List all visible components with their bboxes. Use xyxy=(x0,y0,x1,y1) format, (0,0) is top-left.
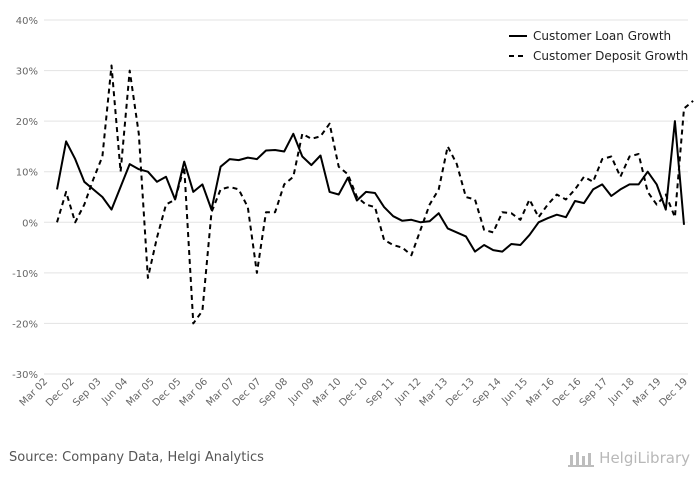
x-tick-label: Dec 13 xyxy=(444,376,477,409)
x-tick-label: Dec 05 xyxy=(151,376,184,409)
x-tick-label: Dec 10 xyxy=(337,376,370,409)
y-tick-label: -20% xyxy=(12,319,38,330)
y-tick-label: 20% xyxy=(16,117,38,128)
y-tick-label: 30% xyxy=(16,67,38,78)
legend-label-deposit: Customer Deposit Growth xyxy=(533,49,688,63)
x-tick-label: Dec 02 xyxy=(44,376,77,409)
y-tick-label: -30% xyxy=(12,370,38,381)
y-tick-label: 10% xyxy=(16,168,38,179)
y-axis: 40% 30% 20% 10% 0% -10% -20% -30% xyxy=(12,16,38,381)
x-tick-label: Mar 06 xyxy=(178,376,210,408)
legend: Customer Loan Growth Customer Deposit Gr… xyxy=(509,29,688,63)
x-tick-label: Dec 19 xyxy=(657,376,690,409)
y-tick-label: -10% xyxy=(12,269,38,280)
source-note: Source: Company Data, Helgi Analytics xyxy=(9,450,264,465)
series-line-loan-growth xyxy=(56,120,685,253)
x-tick-label: Sep 14 xyxy=(471,376,503,408)
library-building-icon xyxy=(568,452,595,467)
x-tick-label: Dec 07 xyxy=(231,376,264,409)
grid xyxy=(44,19,688,375)
helgi-library-logo: HelgiLibrary xyxy=(567,448,690,468)
y-tick-label: 40% xyxy=(16,16,38,27)
x-tick-label: Sep 11 xyxy=(364,376,396,408)
y-tick-label: 0% xyxy=(22,218,38,229)
x-tick-label: Sep 03 xyxy=(71,376,103,408)
logo-text: HelgiLibrary xyxy=(599,449,690,467)
series-lines xyxy=(56,64,694,325)
x-tick-label: Sep 17 xyxy=(578,376,610,408)
x-tick-label: Sep 08 xyxy=(258,376,290,408)
x-tick-label: Dec 16 xyxy=(551,376,584,409)
series-line-deposit-growth xyxy=(56,64,694,325)
legend-label-loan: Customer Loan Growth xyxy=(533,29,671,43)
